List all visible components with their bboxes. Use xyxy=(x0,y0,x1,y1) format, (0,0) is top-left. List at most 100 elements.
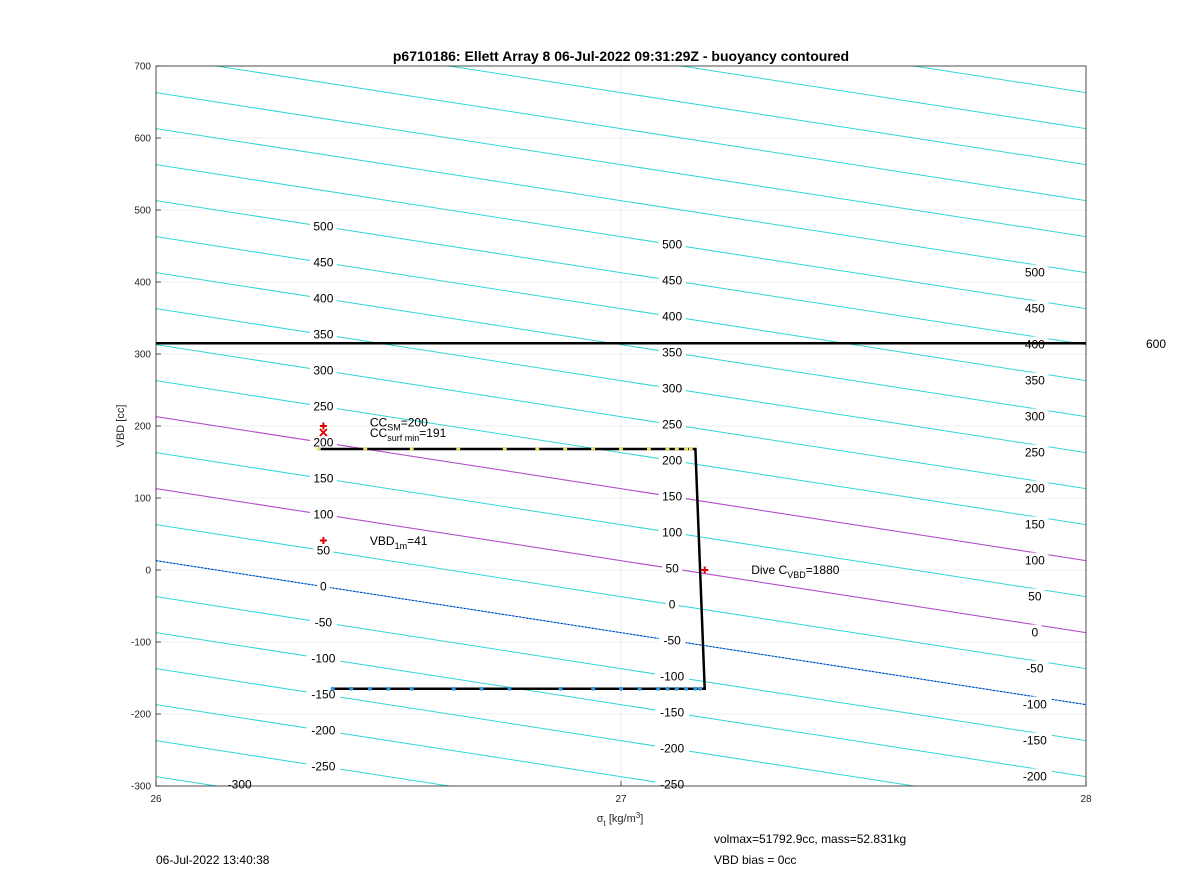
descent-point xyxy=(688,447,693,452)
x-tick-label: 26 xyxy=(150,794,162,805)
y-tick-label: 700 xyxy=(134,62,151,73)
y-tick-label: 400 xyxy=(134,278,151,289)
marker-annotation: CCSM=200 xyxy=(370,415,428,432)
y-tick-label: -200 xyxy=(131,710,151,721)
ascent-point xyxy=(684,686,689,691)
contour-label: 450 xyxy=(1025,302,1045,316)
annotation-value: =191 xyxy=(419,426,446,440)
ascent-point xyxy=(558,686,563,691)
descent-point xyxy=(316,447,321,452)
contour-label: 500 xyxy=(1025,266,1045,280)
contour-label: 300 xyxy=(662,382,682,396)
y-tick-label: 500 xyxy=(134,206,151,217)
contour-label-bg xyxy=(313,542,334,557)
contour-label: 50 xyxy=(317,544,331,558)
contour-label: 100 xyxy=(1025,554,1045,568)
y-tick-label: -300 xyxy=(131,782,151,793)
contour-label: 350 xyxy=(313,328,333,342)
contour-label-bg xyxy=(306,722,341,737)
contour-label: 300 xyxy=(1025,410,1045,424)
contour-label: 250 xyxy=(662,418,682,432)
contour-label: -150 xyxy=(660,706,684,720)
contour-label-bg xyxy=(655,740,690,755)
contour-label-bg xyxy=(306,758,341,773)
descent-point xyxy=(456,447,461,452)
contour-label-bg xyxy=(316,578,330,593)
marker-annotation: VBD1m=41 xyxy=(370,534,428,551)
contour-label-bg xyxy=(1021,408,1049,423)
ascent-point xyxy=(665,686,670,691)
contour-label: 350 xyxy=(662,346,682,360)
contour-label-bg xyxy=(309,434,337,449)
contour-label: 200 xyxy=(662,454,682,468)
plus-marker xyxy=(319,422,327,430)
footer-volmax: volmax=51792.9cc, mass=52.831kg xyxy=(714,832,907,846)
ascent-point xyxy=(330,686,335,691)
contour-label: 0 xyxy=(669,598,676,612)
contour-label: 0 xyxy=(320,580,327,594)
contour-label: 400 xyxy=(313,292,333,306)
marker-annotation: CCsurf min=191 xyxy=(370,426,447,443)
contour-label-bg xyxy=(1024,588,1045,603)
ascent-point xyxy=(637,686,642,691)
contour-label: -150 xyxy=(311,688,335,702)
contour-label-bg xyxy=(1017,696,1052,711)
plus-marker xyxy=(701,566,709,574)
x-tick-label: 27 xyxy=(615,794,627,805)
y-tick-label: 300 xyxy=(134,350,151,361)
contour-label: 250 xyxy=(1025,446,1045,460)
contour-label-bg xyxy=(306,650,341,665)
contour-label-bg xyxy=(1021,264,1049,279)
contour-label-bg xyxy=(658,452,686,467)
y-tick-label: 600 xyxy=(134,134,151,145)
contour-label: -100 xyxy=(311,652,335,666)
contour-label: 0 xyxy=(1032,626,1039,640)
marker-annotation: Dive CVBD=1880 xyxy=(751,563,840,580)
contour-label: 150 xyxy=(1025,518,1045,532)
dive-trace: 600 xyxy=(156,337,1166,691)
y-axis-label: VBD [cc] xyxy=(115,405,127,448)
contour-label: 150 xyxy=(313,472,333,486)
plus-marker xyxy=(319,536,327,544)
ascent-point xyxy=(693,686,698,691)
contour-label-bg xyxy=(662,560,683,575)
contour-label-bg xyxy=(309,326,337,341)
ascent-point xyxy=(479,686,484,691)
x-tick-label: 28 xyxy=(1080,794,1092,805)
ascent-point xyxy=(674,686,679,691)
contour-label: -100 xyxy=(1023,698,1047,712)
contour-label-bg xyxy=(1021,300,1049,315)
annotation-label: CC xyxy=(370,415,388,429)
descent-point xyxy=(363,447,368,452)
contour-label-bg xyxy=(222,776,257,791)
x-axis-label-close: ] xyxy=(640,813,643,825)
contour-label: 450 xyxy=(313,256,333,270)
contour-label-bg xyxy=(309,506,337,521)
contour-label: 50 xyxy=(1028,590,1042,604)
contour-label-bg xyxy=(1017,768,1052,783)
x-axis-label-sub: t xyxy=(604,819,607,828)
buoyancy-contour-line xyxy=(156,776,220,786)
annotation-subscript: 1m xyxy=(395,541,408,551)
contour-label: -150 xyxy=(1023,734,1047,748)
contour-label: 400 xyxy=(662,310,682,324)
ascent-point xyxy=(409,686,414,691)
contour-label: 250 xyxy=(313,400,333,414)
contour-label-bg xyxy=(309,362,337,377)
y-tick-label: 200 xyxy=(134,422,151,433)
descent-point xyxy=(535,447,540,452)
buoyancy-contour-line xyxy=(213,66,1086,202)
contour-label-bg xyxy=(1021,552,1049,567)
contour-label: 100 xyxy=(662,526,682,540)
descent-point xyxy=(591,447,596,452)
contour-label: -250 xyxy=(311,760,335,774)
contour-label: -200 xyxy=(660,742,684,756)
ascent-point xyxy=(507,686,512,691)
contour-label-bg xyxy=(309,218,337,233)
contour-label-bg xyxy=(1021,372,1049,387)
ascent-point xyxy=(698,686,703,691)
contour-label: 300 xyxy=(313,364,333,378)
descent-point xyxy=(619,447,623,452)
buoyancy-contour-line xyxy=(678,66,1086,130)
